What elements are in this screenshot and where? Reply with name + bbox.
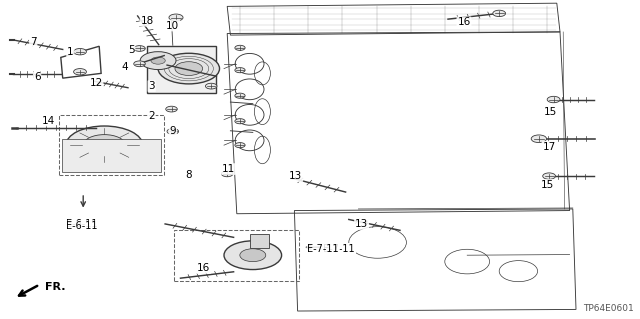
Text: 7: 7 (30, 37, 36, 47)
Circle shape (205, 83, 217, 89)
Text: 16: 16 (458, 17, 470, 27)
Circle shape (83, 135, 125, 156)
Circle shape (74, 69, 86, 75)
Text: 15: 15 (544, 107, 557, 117)
Bar (250, 234, 269, 248)
Circle shape (140, 52, 176, 70)
Text: FR.: FR. (45, 282, 65, 292)
Circle shape (74, 48, 86, 55)
Text: 11: 11 (222, 164, 235, 174)
Circle shape (166, 106, 177, 112)
Text: 1: 1 (67, 47, 74, 57)
Text: E-7-11: E-7-11 (323, 244, 355, 255)
Text: 8: 8 (186, 170, 192, 181)
Bar (62, 139, 161, 172)
Circle shape (235, 143, 245, 148)
Circle shape (158, 53, 220, 84)
Circle shape (235, 119, 245, 124)
Circle shape (547, 96, 560, 103)
Circle shape (235, 45, 245, 50)
Text: E-7-11: E-7-11 (307, 244, 339, 255)
Circle shape (531, 135, 547, 143)
Text: 2: 2 (148, 111, 155, 122)
Text: 9: 9 (170, 126, 176, 136)
Bar (59, 115, 164, 175)
Text: 6: 6 (34, 72, 40, 82)
Text: 15: 15 (541, 180, 554, 190)
Text: 3: 3 (148, 81, 155, 91)
Circle shape (169, 14, 183, 21)
Circle shape (240, 249, 266, 262)
Bar (174, 230, 299, 281)
Circle shape (235, 68, 245, 73)
Text: 5: 5 (128, 45, 134, 56)
Circle shape (167, 129, 179, 134)
Text: 10: 10 (166, 20, 179, 31)
Text: 14: 14 (42, 115, 54, 126)
Circle shape (543, 173, 556, 179)
Circle shape (134, 46, 145, 51)
Circle shape (134, 61, 145, 67)
Text: 13: 13 (289, 171, 302, 181)
Text: E-6-11: E-6-11 (66, 219, 98, 229)
Bar (147, 46, 216, 93)
Circle shape (493, 10, 506, 17)
Circle shape (224, 241, 282, 270)
Text: 13: 13 (355, 219, 368, 229)
Circle shape (151, 57, 165, 64)
Text: TP64E0601: TP64E0601 (583, 304, 634, 313)
Circle shape (175, 62, 203, 76)
Text: 17: 17 (543, 142, 556, 152)
Text: 4: 4 (122, 62, 128, 72)
Text: 16: 16 (197, 263, 210, 273)
Text: 12: 12 (90, 78, 102, 88)
Text: E-6-11: E-6-11 (66, 221, 98, 232)
Circle shape (235, 93, 245, 98)
Circle shape (66, 126, 143, 164)
Circle shape (221, 171, 233, 177)
Text: 18: 18 (141, 16, 154, 26)
